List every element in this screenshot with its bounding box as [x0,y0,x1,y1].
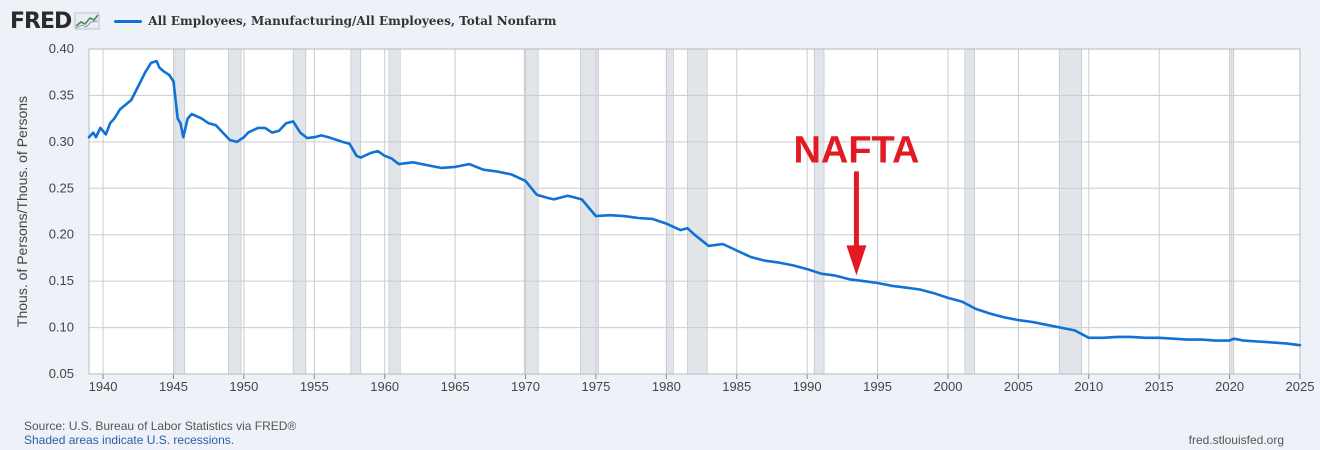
fred-logo[interactable]: FRED [10,9,100,34]
recession-band [1230,48,1235,375]
recession-band [388,48,401,375]
y-tick-label: 0.15 [49,273,74,288]
x-tick-label: 1985 [722,379,751,394]
y-tick-label: 0.10 [49,320,74,335]
x-tick-label: 1940 [89,379,118,394]
x-tick-label: 2010 [1074,379,1103,394]
recession-band [666,48,674,375]
x-tick-label: 1945 [159,379,188,394]
y-tick-label: 0.35 [49,87,74,102]
x-tick-label: 1970 [511,379,540,394]
x-tick-label: 1995 [863,379,892,394]
annotation-label: NAFTA [793,129,919,171]
chart-header: FRED All Employees, Manufacturing/All Em… [10,6,556,36]
source-note: Source: U.S. Bureau of Labor Statistics … [24,419,297,433]
plot-border [88,48,1301,375]
recession-band [964,48,976,375]
y-tick-label: 0.05 [49,366,74,381]
recession-band [292,48,307,375]
x-tick-label: 2000 [934,379,963,394]
x-tick-label: 1990 [793,379,822,394]
chart-legend[interactable]: All Employees, Manufacturing/All Employe… [114,14,556,28]
y-axis-label: Thous. of Persons/Thous. of Persons [14,96,30,327]
legend-label: All Employees, Manufacturing/All Employe… [148,14,557,28]
annotation-arrow-head [846,245,867,276]
recession-band [1058,48,1083,375]
x-tick-label: 2025 [1286,379,1315,394]
recession-band [687,48,708,375]
chart-footer: Source: U.S. Bureau of Labor Statistics … [24,419,296,447]
x-tick-label: 1975 [581,379,610,394]
x-tick-label: 1950 [229,379,258,394]
x-tick-label: 2015 [1145,379,1174,394]
x-tick-label: 1965 [441,379,470,394]
fred-logo-text: FRED [10,8,72,34]
y-tick-label: 0.25 [49,180,74,195]
y-tick-label: 0.40 [49,41,74,56]
x-tick-label: 2005 [1004,379,1033,394]
y-tick-label: 0.30 [49,134,74,149]
x-tick-label: 1955 [300,379,329,394]
x-tick-label: 2020 [1215,379,1244,394]
site-credit[interactable]: fred.stlouisfed.org [1188,433,1284,447]
x-tick-label: 1980 [652,379,681,394]
recession-note-link[interactable]: Shaded areas indicate U.S. recessions. [24,433,235,447]
chart-line-icon [74,12,100,30]
recession-band [350,48,362,375]
recession-band [523,48,539,375]
x-tick-label: 1960 [370,379,399,394]
recession-band [813,48,825,375]
legend-line-swatch [114,19,143,23]
y-tick-label: 0.20 [49,227,74,242]
recession-band [228,48,242,375]
series-line [87,59,1302,347]
